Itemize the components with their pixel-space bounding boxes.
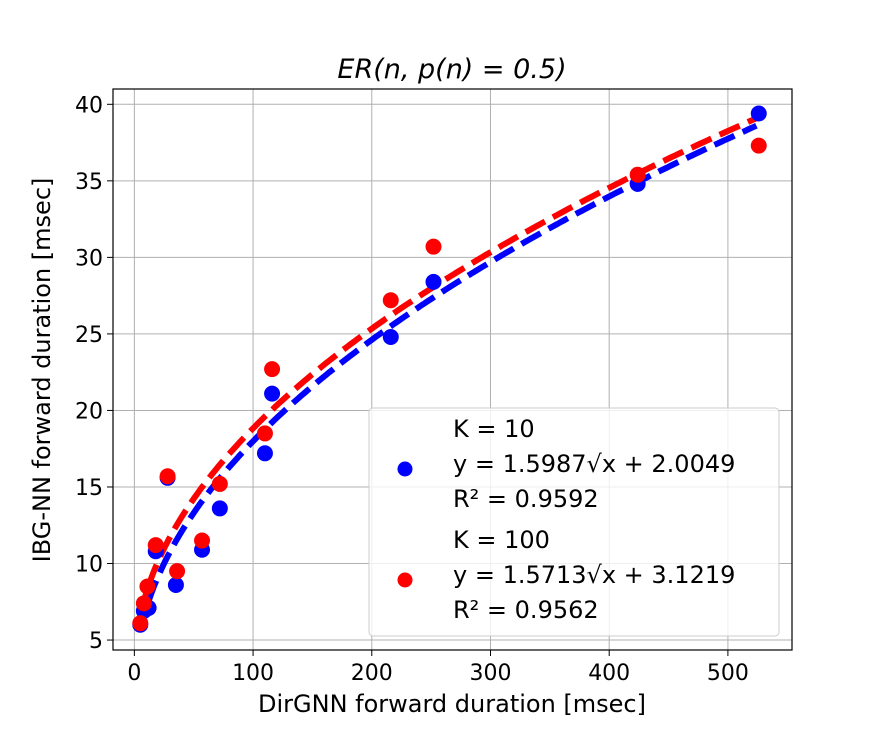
y-axis-label: IBG-NN forward duration [msec] (28, 178, 56, 563)
data-point-k10 (256, 445, 273, 462)
data-point-k100 (425, 238, 442, 255)
data-point-k100 (132, 615, 149, 632)
y-tick-label: 25 (75, 323, 103, 348)
plot-frame (112, 88, 793, 651)
x-axis-label: DirGNN forward duration [msec] (258, 690, 646, 718)
legend-k100-r2: R² = 0.9562 (453, 596, 599, 624)
x-tick-label: 100 (232, 661, 274, 686)
legend-marker-k10 (397, 461, 413, 477)
x-tick-label: 500 (707, 661, 749, 686)
data-point-k100 (750, 137, 767, 154)
data-point-k10 (211, 500, 228, 517)
data-point-k100 (194, 532, 211, 549)
y-tick-label: 30 (75, 246, 103, 271)
legend-box (368, 407, 780, 637)
legend-k10-r2: R² = 0.9592 (453, 485, 599, 513)
y-tick-label: 15 (75, 476, 103, 501)
data-point-k100 (629, 166, 646, 183)
legend-k100-fit: y = 1.5713√x + 3.1219 (453, 561, 735, 589)
fit-line-k10 (137, 122, 758, 632)
x-tick-label: 200 (351, 661, 393, 686)
data-point-k100 (264, 361, 281, 378)
data-point-k10 (167, 576, 184, 593)
y-tick-label: 40 (75, 93, 103, 118)
legend: K = 10 y = 1.5987√x + 2.0049 R² = 0.9592… (368, 407, 780, 637)
y-tick-label: 5 (89, 629, 103, 654)
legend-k10-name: K = 10 (453, 415, 535, 443)
y-tick-label: 35 (75, 170, 103, 195)
fit-line-k100 (137, 115, 758, 616)
y-tick-label: 10 (75, 553, 103, 578)
data-point-k100 (211, 475, 228, 492)
data-point-k100 (256, 425, 273, 442)
data-point-k100 (139, 578, 156, 595)
legend-marker-k100 (397, 572, 413, 588)
legend-k100-name: K = 100 (453, 526, 550, 554)
data-point-k10 (264, 385, 281, 402)
data-point-k100 (135, 595, 152, 612)
data-point-k10 (382, 328, 399, 345)
x-tick-label: 300 (469, 661, 511, 686)
y-tick-label: 20 (75, 399, 103, 424)
data-point-k100 (382, 292, 399, 309)
data-point-k10 (750, 105, 767, 122)
legend-k10-fit: y = 1.5987√x + 2.0049 (453, 450, 735, 478)
x-tick-label: 0 (127, 661, 141, 686)
x-tick-label: 400 (588, 661, 630, 686)
data-point-k100 (147, 537, 164, 554)
data-point-k100 (159, 468, 176, 485)
data-point-k10 (425, 273, 442, 290)
chart-title: ER(n, p(n) = 0.5) (337, 54, 566, 85)
data-point-k100 (169, 563, 186, 580)
